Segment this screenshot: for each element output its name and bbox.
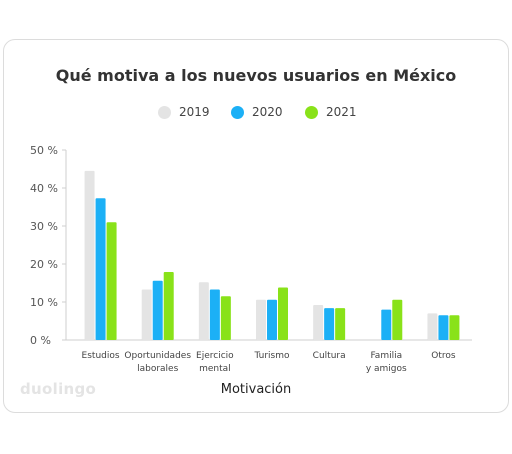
x-tick-label: Turismo (254, 351, 290, 361)
x-tick-label: Estudios (82, 351, 120, 361)
legend-label-2020: 2020 (252, 105, 283, 119)
x-tick-label: Familia y amigos (366, 351, 407, 374)
y-tick-label: 20 % (30, 258, 58, 271)
bar-2019 (256, 299, 266, 340)
bar-2019 (313, 305, 324, 340)
legend-swatch-2021 (305, 105, 318, 119)
bar-2021 (335, 308, 346, 340)
bar-2020 (95, 198, 106, 340)
legend-item-2020: 2020 (231, 105, 283, 119)
y-tick-label: 10 % (30, 296, 58, 309)
bar-2021 (220, 296, 231, 340)
bar-2021 (163, 271, 174, 340)
legend-label-2021: 2021 (326, 105, 357, 119)
chart-legend: 2019 2020 2021 (0, 105, 512, 125)
x-tick-label: Oportunidades laborales (124, 351, 191, 374)
y-tick-label: 0 % (30, 334, 51, 347)
bar-2021 (278, 287, 288, 340)
y-tick-label: 40 % (30, 182, 58, 195)
bar-2020 (381, 309, 392, 340)
chart-title: Qué motiva a los nuevos usuarios en Méxi… (55, 66, 457, 85)
bar-2020 (209, 289, 220, 340)
x-tick-label: Cultura (313, 351, 346, 361)
legend-swatch-2020 (231, 105, 244, 119)
bar-2019 (427, 313, 438, 340)
bar-2021 (106, 222, 117, 340)
bar-2019 (84, 170, 95, 340)
brand-logo: duolingo (20, 380, 97, 398)
bar-2021 (392, 299, 403, 340)
bar-2020 (324, 308, 335, 340)
x-tick-label: Ejercicio mental (196, 351, 234, 374)
y-tick-label: 30 % (30, 220, 58, 233)
bar-2019 (198, 282, 209, 340)
y-tick-label: 50 % (30, 144, 58, 157)
x-axis-title: Motivación (220, 382, 292, 397)
bar-2020 (267, 299, 277, 340)
x-tick-label: Otros (431, 351, 456, 361)
bar-2021 (449, 315, 460, 340)
bar-2019 (141, 289, 152, 340)
bar-2020 (152, 280, 163, 340)
bar-2020 (438, 315, 449, 340)
legend-swatch-2019 (158, 105, 171, 119)
legend-item-2019: 2019 (158, 105, 210, 119)
legend-label-2019: 2019 (179, 105, 210, 119)
legend-item-2021: 2021 (305, 105, 357, 119)
